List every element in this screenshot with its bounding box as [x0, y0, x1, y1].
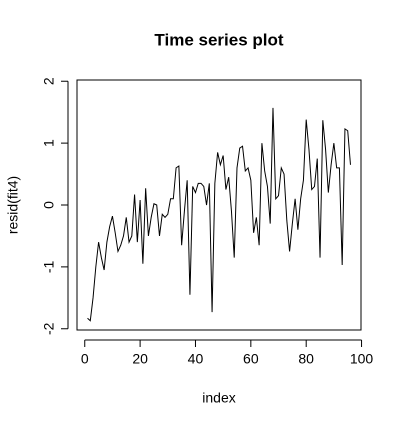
y-tick-label: 1	[41, 139, 57, 147]
y-tick-label: -1	[41, 260, 57, 273]
x-tick-label: 100	[350, 351, 374, 367]
plot-box	[76, 79, 362, 331]
y-tick-label: 0	[41, 201, 57, 209]
y-axis-label: resid(fit4)	[5, 176, 21, 234]
chart-title: Time series plot	[154, 30, 283, 49]
y-tick-label: 2	[41, 77, 57, 85]
y-tick-label: -2	[41, 322, 57, 335]
x-tick-label: 60	[243, 351, 259, 367]
x-tick-label: 40	[188, 351, 204, 367]
x-tick-label: 20	[132, 351, 148, 367]
x-axis-label: index	[202, 390, 235, 406]
x-tick-label: 80	[298, 351, 314, 367]
data-line	[87, 107, 351, 322]
x-tick-label: 0	[81, 351, 89, 367]
